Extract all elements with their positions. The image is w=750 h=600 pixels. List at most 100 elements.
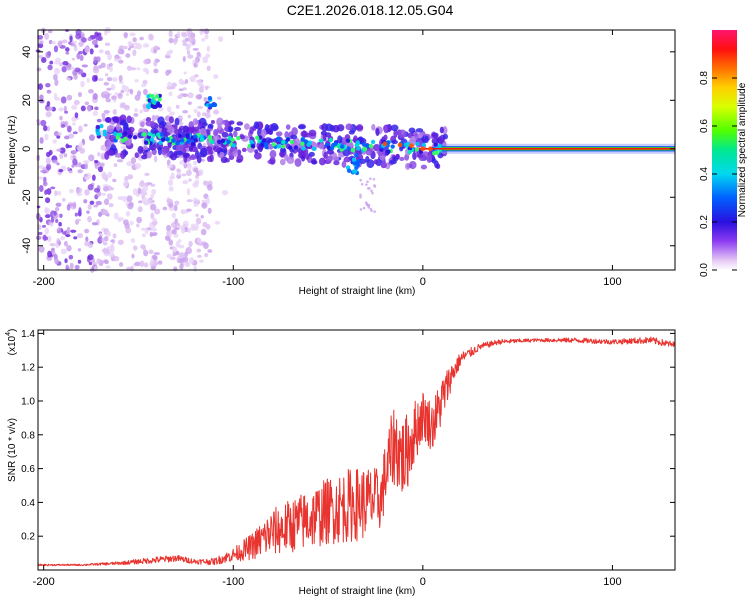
- noise-speck: [186, 27, 193, 35]
- noise-speck: [152, 217, 157, 223]
- noise-speck: [203, 242, 209, 250]
- spectrogram-frame: [37, 29, 676, 271]
- colorbar-tick-label-5: 0.8: [699, 71, 710, 85]
- noise-speck: [197, 105, 204, 109]
- tone-core-speck: [276, 137, 281, 143]
- noise-speck: [100, 144, 107, 151]
- tone-core-speck: [368, 143, 374, 149]
- noise-speck: [141, 197, 148, 205]
- tone-core-speck: [231, 143, 237, 148]
- noise-speck: [140, 244, 146, 250]
- noise-speck: [100, 152, 106, 160]
- noise-speck: [187, 54, 194, 59]
- noise-speck: [193, 264, 197, 272]
- noise-speck: [65, 51, 70, 55]
- transient-speck: [155, 103, 160, 108]
- noise-speck: [63, 105, 67, 113]
- tone-core-speck: [415, 141, 420, 146]
- noise-speck: [132, 188, 138, 196]
- tone-core-speck: [403, 142, 409, 147]
- noise-speck: [127, 203, 134, 210]
- tone-band-speck: [332, 124, 340, 133]
- noise-speck: [93, 187, 101, 193]
- noise-speck: [129, 220, 134, 226]
- noise-speck: [70, 229, 77, 233]
- noise-speck: [44, 207, 50, 215]
- noise-speck: [196, 199, 200, 203]
- noise-speck: [169, 175, 176, 180]
- tone-band-speck: [311, 157, 317, 165]
- noise-speck: [113, 212, 119, 220]
- noise-speck: [173, 266, 178, 272]
- noise-speck: [53, 61, 61, 65]
- noise-speck: [85, 172, 92, 179]
- noise-speck: [66, 245, 72, 252]
- noise-speck: [84, 162, 89, 170]
- noise-speck: [54, 207, 60, 212]
- noise-speck: [91, 39, 98, 46]
- noise-speck: [56, 227, 62, 234]
- noise-speck: [97, 35, 103, 41]
- noise-speck: [204, 86, 209, 91]
- noise-speck: [61, 39, 68, 44]
- spectrogram-x-tick-label-3: 0: [420, 276, 426, 288]
- snr-y-tick-label-5: 1.0: [21, 396, 35, 407]
- dip-trail-speck: [359, 193, 362, 197]
- tone-band-speck: [233, 130, 238, 138]
- noise-speck: [40, 57, 47, 64]
- noise-speck: [52, 73, 58, 81]
- colorbar: 0.0 0.2 0.4 0.6 0.8 Normalized spectral …: [699, 30, 748, 277]
- noise-speck: [173, 37, 178, 45]
- dip-trail-speck: [365, 183, 368, 186]
- noise-speck: [103, 198, 110, 206]
- noise-speck: [37, 43, 44, 49]
- transient-speck: [157, 97, 162, 102]
- noise-speck: [195, 213, 199, 217]
- noise-speck: [171, 229, 177, 235]
- noise-speck: [147, 199, 153, 205]
- noise-speck: [71, 104, 78, 110]
- noise-speck: [84, 241, 90, 247]
- noise-speck: [93, 265, 98, 272]
- noise-speck: [96, 118, 102, 123]
- blob-speck: [210, 102, 216, 108]
- noise-speck: [94, 159, 99, 164]
- tone-band-speck: [318, 143, 325, 150]
- noise-speck: [103, 241, 108, 246]
- tone-band-speck: [236, 121, 244, 126]
- noise-speck: [187, 227, 192, 234]
- noise-speck: [178, 239, 182, 243]
- noise-speck: [113, 255, 120, 262]
- tone-core-speck: [293, 145, 299, 150]
- noise-speck: [120, 89, 125, 94]
- spectrogram-y-ticks: [38, 51, 675, 247]
- tone-core-speck: [260, 142, 265, 147]
- tone-band-speck: [239, 135, 246, 140]
- tone-band-speck: [323, 151, 328, 159]
- tone-band-speck: [122, 123, 129, 132]
- noise-speck: [149, 232, 157, 236]
- tone-core-speck: [160, 137, 166, 142]
- tone-band-speck: [424, 135, 429, 144]
- noise-speck: [54, 242, 60, 248]
- tone-core-speck: [227, 135, 232, 141]
- tone-band-speck: [373, 159, 379, 165]
- noise-speck: [64, 258, 68, 264]
- noise-speck: [134, 107, 139, 113]
- noise-speck: [46, 100, 51, 107]
- tone-band-speck: [442, 133, 449, 140]
- tone-band-speck: [249, 126, 254, 135]
- tone-band-speck: [416, 153, 424, 158]
- noise-speck: [104, 73, 109, 77]
- snr-y-tick-label-2: 0.4: [21, 498, 35, 509]
- noise-speck: [37, 231, 43, 235]
- noise-speck: [189, 75, 196, 83]
- noise-speck: [153, 45, 159, 51]
- tone-band-speck: [337, 135, 343, 144]
- carrier-bead: [409, 143, 414, 149]
- tone-core-speck: [147, 131, 152, 137]
- spectrogram-x-tick-label-4: 100: [603, 276, 621, 288]
- noise-speck: [37, 165, 45, 170]
- noise-speck: [132, 42, 139, 46]
